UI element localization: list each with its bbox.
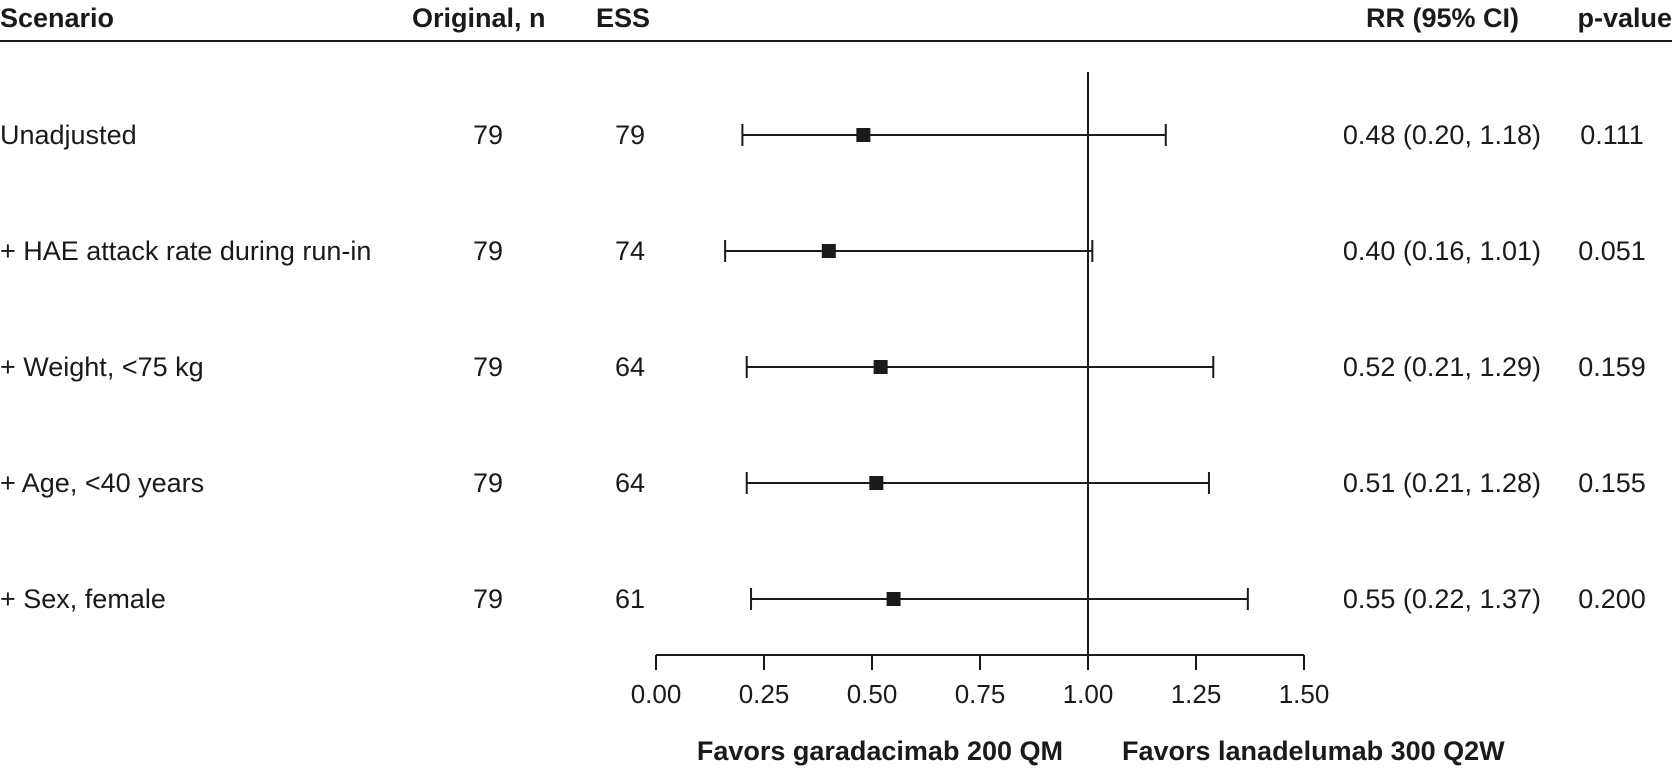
row-ess: 64: [615, 352, 645, 382]
header-scenario: Scenario: [0, 3, 114, 33]
row-scenario: + HAE attack rate during run-in: [0, 236, 371, 266]
point-estimate-marker: [821, 244, 836, 258]
row-rr-ci: 0.55 (0.22, 1.37): [1343, 584, 1541, 614]
row-p-value: 0.155: [1578, 468, 1646, 498]
header-p-value: p-value: [1577, 3, 1672, 33]
row-rr-ci: 0.52 (0.21, 1.29): [1343, 352, 1541, 382]
row-rr-ci: 0.40 (0.16, 1.01): [1343, 236, 1541, 266]
row-original-n: 79: [473, 468, 503, 498]
point-estimate-marker: [869, 476, 884, 490]
header-ess: ESS: [596, 3, 650, 33]
row-scenario: + Sex, female: [0, 584, 166, 614]
row-original-n: 79: [473, 120, 503, 150]
row-p-value: 0.051: [1578, 236, 1646, 266]
row-scenario: Unadjusted: [0, 120, 137, 150]
forest-row: + Weight, <75 kg 79 64 0.52 (0.21, 1.29) 0.1…: [0, 352, 1646, 382]
x-tick-label: 0.00: [631, 679, 682, 709]
row-original-n: 79: [473, 584, 503, 614]
row-ess: 79: [615, 120, 645, 150]
row-p-value: 0.159: [1578, 352, 1646, 382]
row-ess: 64: [615, 468, 645, 498]
x-tick-label: 0.75: [955, 679, 1006, 709]
x-axis-ticks: 0.00 0.25 0.50 0.75 1.00 1.25 1.50: [631, 655, 1330, 709]
row-original-n: 79: [473, 236, 503, 266]
forest-row: + Sex, female 79 61 0.55 (0.22, 1.37) 0.200: [0, 584, 1646, 614]
header-rr-ci: RR (95% CI): [1366, 3, 1519, 33]
row-rr-ci: 0.51 (0.21, 1.28): [1343, 468, 1541, 498]
x-tick-label: 1.00: [1063, 679, 1114, 709]
forest-row: + Age, <40 years 79 64 0.51 (0.21, 1.28) 0.1…: [0, 468, 1646, 498]
row-ess: 74: [615, 236, 645, 266]
row-original-n: 79: [473, 352, 503, 382]
favors-left-label: Favors garadacimab 200 QM: [697, 736, 1063, 766]
header-original-n: Original, n: [412, 3, 546, 33]
row-p-value: 0.200: [1578, 584, 1646, 614]
x-tick-label: 0.25: [739, 679, 790, 709]
point-estimate-marker: [856, 128, 871, 142]
x-tick-label: 1.25: [1171, 679, 1222, 709]
forest-row: + HAE attack rate during run-in 79 74 0.40 …: [0, 236, 1646, 266]
row-rr-ci: 0.48 (0.20, 1.18): [1343, 120, 1541, 150]
point-estimate-marker: [886, 592, 901, 606]
row-scenario: + Weight, <75 kg: [0, 352, 204, 382]
x-tick-label: 0.50: [847, 679, 898, 709]
row-scenario: + Age, <40 years: [0, 468, 204, 498]
favors-right-label: Favors lanadelumab 300 Q2W: [1122, 736, 1505, 766]
x-tick-label: 1.50: [1279, 679, 1330, 709]
forest-row: Unadjusted 79 79 0.48 (0.20, 1.18) 0.111: [0, 120, 1644, 150]
forest-rows: Unadjusted 79 79 0.48 (0.20, 1.18) 0.111 + HA…: [0, 120, 1646, 614]
row-p-value: 0.111: [1580, 120, 1644, 150]
point-estimate-marker: [873, 360, 888, 374]
row-ess: 61: [615, 584, 645, 614]
